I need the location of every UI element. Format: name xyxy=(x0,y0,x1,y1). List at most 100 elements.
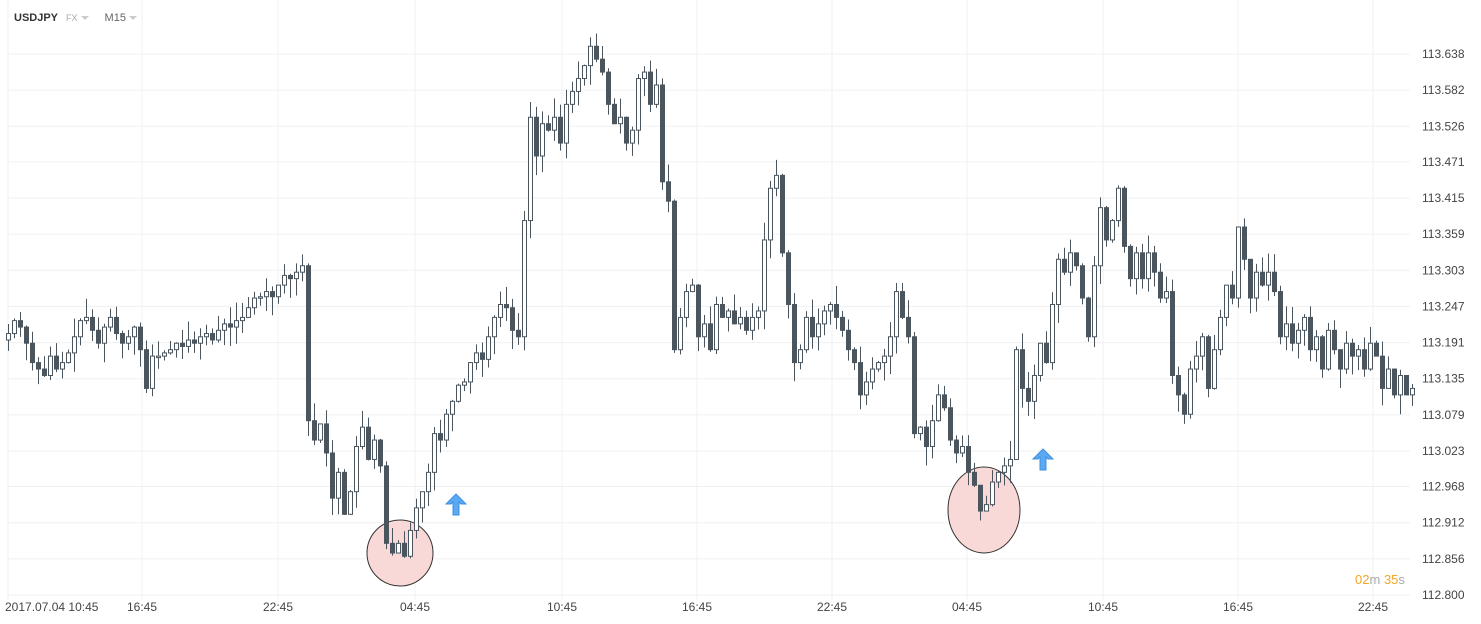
candle-bearish xyxy=(24,326,29,344)
candle-bearish xyxy=(1152,252,1157,273)
candle-bearish xyxy=(906,316,911,338)
candle-bullish xyxy=(990,481,995,506)
candle-bearish xyxy=(942,394,947,409)
candle-bullish xyxy=(168,349,173,354)
symbol-label[interactable]: USDJPY xyxy=(14,12,59,24)
time-tick-label: 16:45 xyxy=(127,600,157,614)
candle-bearish xyxy=(114,316,119,335)
candle-bearish xyxy=(1230,284,1235,299)
candle-bearish xyxy=(834,303,839,318)
candle-bullish xyxy=(414,507,419,531)
candle-bearish xyxy=(852,349,857,364)
candle-bullish xyxy=(678,316,683,351)
candle-bearish xyxy=(666,181,671,202)
candle-bearish xyxy=(858,362,863,396)
candle-bullish xyxy=(768,187,773,241)
candle-bearish xyxy=(1170,291,1175,377)
candle-bearish xyxy=(792,303,797,364)
candle-bearish xyxy=(594,45,599,60)
candle-bullish xyxy=(702,323,707,338)
candle-bullish xyxy=(1116,187,1121,222)
candle-bearish xyxy=(1086,297,1091,338)
candle-bearish xyxy=(744,316,749,331)
candle-bullish xyxy=(996,471,1001,483)
candle-bullish xyxy=(642,71,647,80)
candle-bullish xyxy=(396,542,401,554)
candle-bullish xyxy=(756,310,761,318)
candle-bullish xyxy=(294,271,299,280)
candle-bullish xyxy=(6,333,11,341)
candle-bearish xyxy=(948,407,953,441)
timer-seconds: 35 xyxy=(1383,572,1399,587)
candle-bearish xyxy=(510,307,515,331)
candle-bullish xyxy=(432,433,437,473)
candle-bullish xyxy=(456,384,461,402)
market-dropdown[interactable]: FX xyxy=(66,12,89,24)
candle-bearish xyxy=(438,433,443,441)
candle-bullish xyxy=(258,296,263,299)
candle-bullish xyxy=(1146,252,1151,280)
candle-bearish xyxy=(1248,258,1253,299)
timeframe-dropdown[interactable]: M15 xyxy=(105,12,137,24)
candle-bearish xyxy=(90,316,95,331)
candle-bullish xyxy=(132,326,137,338)
candle-bearish xyxy=(840,316,845,331)
candle-bearish xyxy=(1044,342,1049,364)
candle-bearish xyxy=(1320,336,1325,370)
candle-bullish xyxy=(522,220,527,338)
candle-bullish xyxy=(1068,252,1073,273)
candle-bearish xyxy=(1380,355,1385,389)
candle-bearish xyxy=(516,329,521,338)
candle-bearish xyxy=(732,310,737,325)
candle-bullish xyxy=(930,420,935,448)
candle-bearish xyxy=(366,426,371,460)
candle-bullish xyxy=(156,355,161,359)
candle-bearish xyxy=(660,84,665,183)
candle-bullish xyxy=(750,316,755,331)
price-tick-label: 112.856 xyxy=(1422,552,1465,566)
price-tick-label: 113.079 xyxy=(1422,408,1465,422)
candle-bullish xyxy=(1296,329,1301,344)
price-tick-label: 112.800 xyxy=(1422,588,1465,602)
candle-bearish xyxy=(390,542,395,554)
candle-bullish xyxy=(72,336,77,354)
candle-bullish xyxy=(426,471,431,493)
chart-header: USDJPY FX M15 xyxy=(14,12,137,24)
candle-bullish xyxy=(420,491,425,509)
candle-bullish xyxy=(1092,265,1097,338)
candle-bearish xyxy=(1104,207,1109,241)
candle-bullish xyxy=(444,413,449,441)
candle-bullish xyxy=(1038,342,1043,377)
candle-bearish xyxy=(1272,271,1277,293)
candle-bullish xyxy=(864,381,869,396)
candle-bullish xyxy=(108,316,113,328)
candle-bearish xyxy=(696,284,701,338)
timer-minutes: 02 xyxy=(1355,572,1370,587)
candle-bullish xyxy=(12,320,17,335)
candle-bullish xyxy=(462,381,467,386)
candle-bearish xyxy=(144,349,149,389)
timer-s: s xyxy=(1398,572,1405,587)
candle-bullish xyxy=(246,307,251,318)
candle-bearish xyxy=(1062,258,1067,273)
candle-bearish xyxy=(1122,187,1127,247)
candle-bullish xyxy=(198,336,203,344)
price-tick-label: 113.582 xyxy=(1422,83,1465,97)
candle-bullish xyxy=(1398,375,1403,396)
candle-bearish xyxy=(672,200,677,351)
candle-bullish xyxy=(336,471,341,499)
candle-bearish xyxy=(900,291,905,318)
candle-bearish xyxy=(504,303,509,309)
candle-bullish xyxy=(360,426,365,448)
candle-bearish xyxy=(1290,323,1295,344)
candle-bearish xyxy=(192,339,197,344)
candle-bearish xyxy=(846,329,851,351)
candle-bullish xyxy=(78,320,83,338)
candle-bullish xyxy=(1110,220,1115,241)
timer-m: m xyxy=(1369,572,1381,587)
price-tick-label: 113.247 xyxy=(1422,299,1465,313)
candle-bullish xyxy=(870,368,875,383)
candle-bullish xyxy=(1032,375,1037,402)
price-tick-label: 113.471 xyxy=(1422,155,1465,169)
